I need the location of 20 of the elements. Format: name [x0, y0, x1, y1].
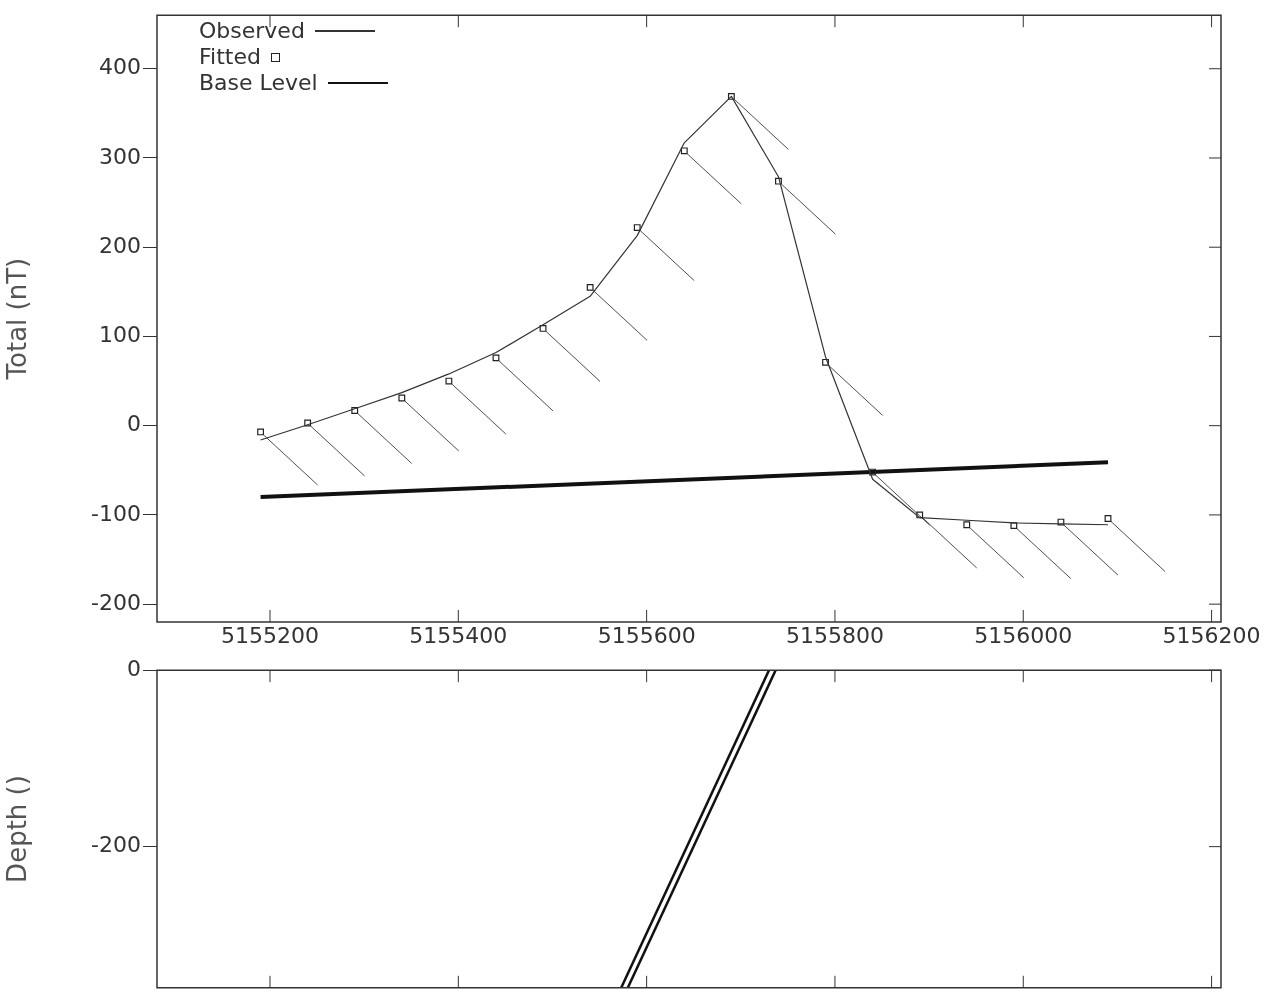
x-tick-label: 5155400: [409, 622, 508, 648]
y-axis-title: Depth (): [2, 775, 33, 883]
y-tick-label: 0: [127, 411, 141, 437]
y-tick-label: -200: [91, 832, 141, 858]
x-tick-label: 5156200: [1162, 622, 1261, 648]
x-tick-label: 5155800: [785, 622, 884, 648]
y-tick-label: 200: [99, 232, 141, 258]
legend-label: Base Level: [199, 70, 318, 97]
y-tick-label: 100: [99, 322, 141, 348]
x-tick-label: 5155200: [221, 622, 319, 648]
y-tick-label: -100: [91, 500, 141, 526]
x-tick-label: 5155600: [597, 622, 696, 648]
legend-label: Fitted: [199, 44, 261, 71]
legend-label: Observed: [199, 18, 305, 45]
y-tick-label: 0: [127, 655, 141, 681]
y-tick-label: 300: [99, 143, 141, 169]
y-tick-label: -200: [91, 589, 141, 615]
y-axis-title: Total (nT): [2, 257, 33, 381]
y-tick-label: 400: [99, 54, 141, 80]
x-tick-label: 5156000: [974, 622, 1073, 648]
